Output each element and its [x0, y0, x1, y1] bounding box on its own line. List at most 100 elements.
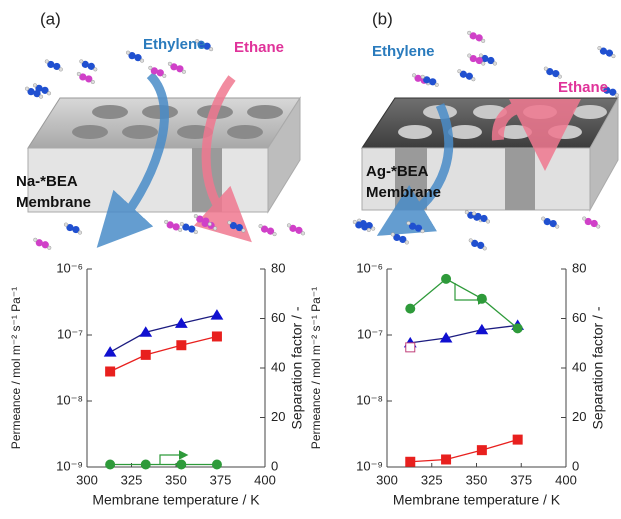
data-point [211, 310, 222, 319]
series-line [410, 325, 517, 343]
y-axis-title: Permeance / mol m⁻² s⁻¹ Pa⁻¹ [309, 287, 323, 449]
molecule-h [555, 225, 559, 229]
data-point [442, 455, 451, 464]
molecule-h [479, 54, 483, 58]
molecule-h [544, 67, 548, 71]
gas-label: Ethylene [143, 36, 206, 53]
molecule-h [472, 212, 476, 216]
y2-tick-label: 80 [271, 260, 285, 275]
molecule-h [467, 31, 471, 35]
gas-label: Ethane [234, 39, 284, 56]
molecule-h [33, 84, 37, 88]
x-tick-label: 400 [254, 472, 276, 487]
y-tick-label: 10⁻⁶ [56, 260, 83, 275]
data-point [106, 460, 115, 469]
molecule-h [301, 232, 305, 236]
molecule-h [407, 221, 411, 225]
data-point [477, 294, 486, 303]
series-line [110, 336, 217, 371]
molecule-h [486, 220, 490, 224]
molecule-h [467, 54, 471, 58]
molecule-h [45, 60, 49, 64]
x-tick-label: 375 [210, 472, 232, 487]
molecule-h [59, 68, 63, 72]
molecule-h [25, 87, 29, 91]
molecule-h [598, 46, 602, 50]
molecule-h [481, 39, 485, 43]
data-point [212, 460, 221, 469]
molecule-h [481, 62, 485, 66]
membrane-label: Membrane [16, 194, 91, 211]
gas-label: Ethylene [372, 43, 435, 60]
data-point [105, 347, 116, 356]
series-line [110, 315, 217, 352]
x-tick-label: 325 [121, 472, 143, 487]
molecule-h [273, 232, 277, 236]
data-point [212, 332, 221, 341]
molecule-h [259, 224, 263, 228]
y-tick-label: 10⁻⁹ [356, 458, 383, 473]
data-point [477, 446, 486, 455]
y-tick-label: 10⁻⁹ [56, 458, 83, 473]
molecule-h [33, 238, 37, 242]
y-tick-label: 10⁻⁶ [356, 260, 383, 275]
gas-label: Ethane [558, 79, 608, 96]
molecule-h [164, 220, 168, 224]
molecule-h [64, 223, 68, 227]
molecule-h [39, 95, 43, 99]
molecule-h [242, 229, 246, 233]
membrane-label: Na-*BEA [16, 173, 78, 190]
molecule-h [421, 229, 425, 233]
data-point [177, 460, 186, 469]
data-point [513, 435, 522, 444]
data-point [513, 324, 522, 333]
molecule-h [178, 228, 182, 232]
molecule-h [182, 70, 186, 74]
x-tick-label: 300 [376, 472, 398, 487]
data-point [406, 457, 415, 466]
molecule-h [47, 246, 51, 250]
x-tick-label: 350 [165, 472, 187, 487]
molecule-h [435, 83, 439, 87]
molecule-h [596, 225, 600, 229]
molecule-h [194, 230, 198, 234]
y2-tick-label: 40 [271, 359, 285, 374]
data-point [442, 274, 451, 283]
molecule-h [412, 73, 416, 77]
panel-label: (b) [372, 9, 393, 28]
membrane-label: Membrane [366, 184, 441, 201]
molecule-h [94, 68, 98, 72]
molecule-h [47, 92, 51, 96]
y-tick-label: 10⁻⁸ [56, 392, 83, 407]
y2-tick-label: 80 [572, 260, 586, 275]
molecule-h [472, 77, 476, 81]
y-tick-label: 10⁻⁷ [357, 326, 383, 341]
y2-tick-label: 0 [572, 458, 579, 473]
data-point [141, 460, 150, 469]
x-tick-label: 300 [76, 472, 98, 487]
y2-tick-label: 60 [271, 310, 285, 325]
x-tick-label: 400 [555, 472, 577, 487]
data-point [106, 367, 115, 376]
y-tick-label: 10⁻⁸ [356, 392, 383, 407]
data-point [406, 304, 415, 313]
molecule-h [80, 60, 84, 64]
molecule-h [391, 233, 395, 237]
molecule-h [213, 227, 217, 231]
molecule-h [465, 210, 469, 214]
data-point [406, 343, 415, 352]
molecule-h [287, 224, 291, 228]
molecule-h [353, 220, 357, 224]
molecule-h [421, 75, 425, 79]
molecule-h [149, 66, 153, 70]
molecule-h [140, 59, 144, 63]
molecule-h [78, 231, 82, 235]
molecule-h [209, 47, 213, 51]
molecule-h [469, 239, 473, 243]
y2-tick-label: 60 [572, 310, 586, 325]
molecule-h [77, 72, 81, 76]
y2-tick-label: 0 [271, 458, 278, 473]
y-axis-title: Permeance / mol m⁻² s⁻¹ Pa⁻¹ [9, 287, 23, 449]
molecule-h [208, 222, 212, 226]
